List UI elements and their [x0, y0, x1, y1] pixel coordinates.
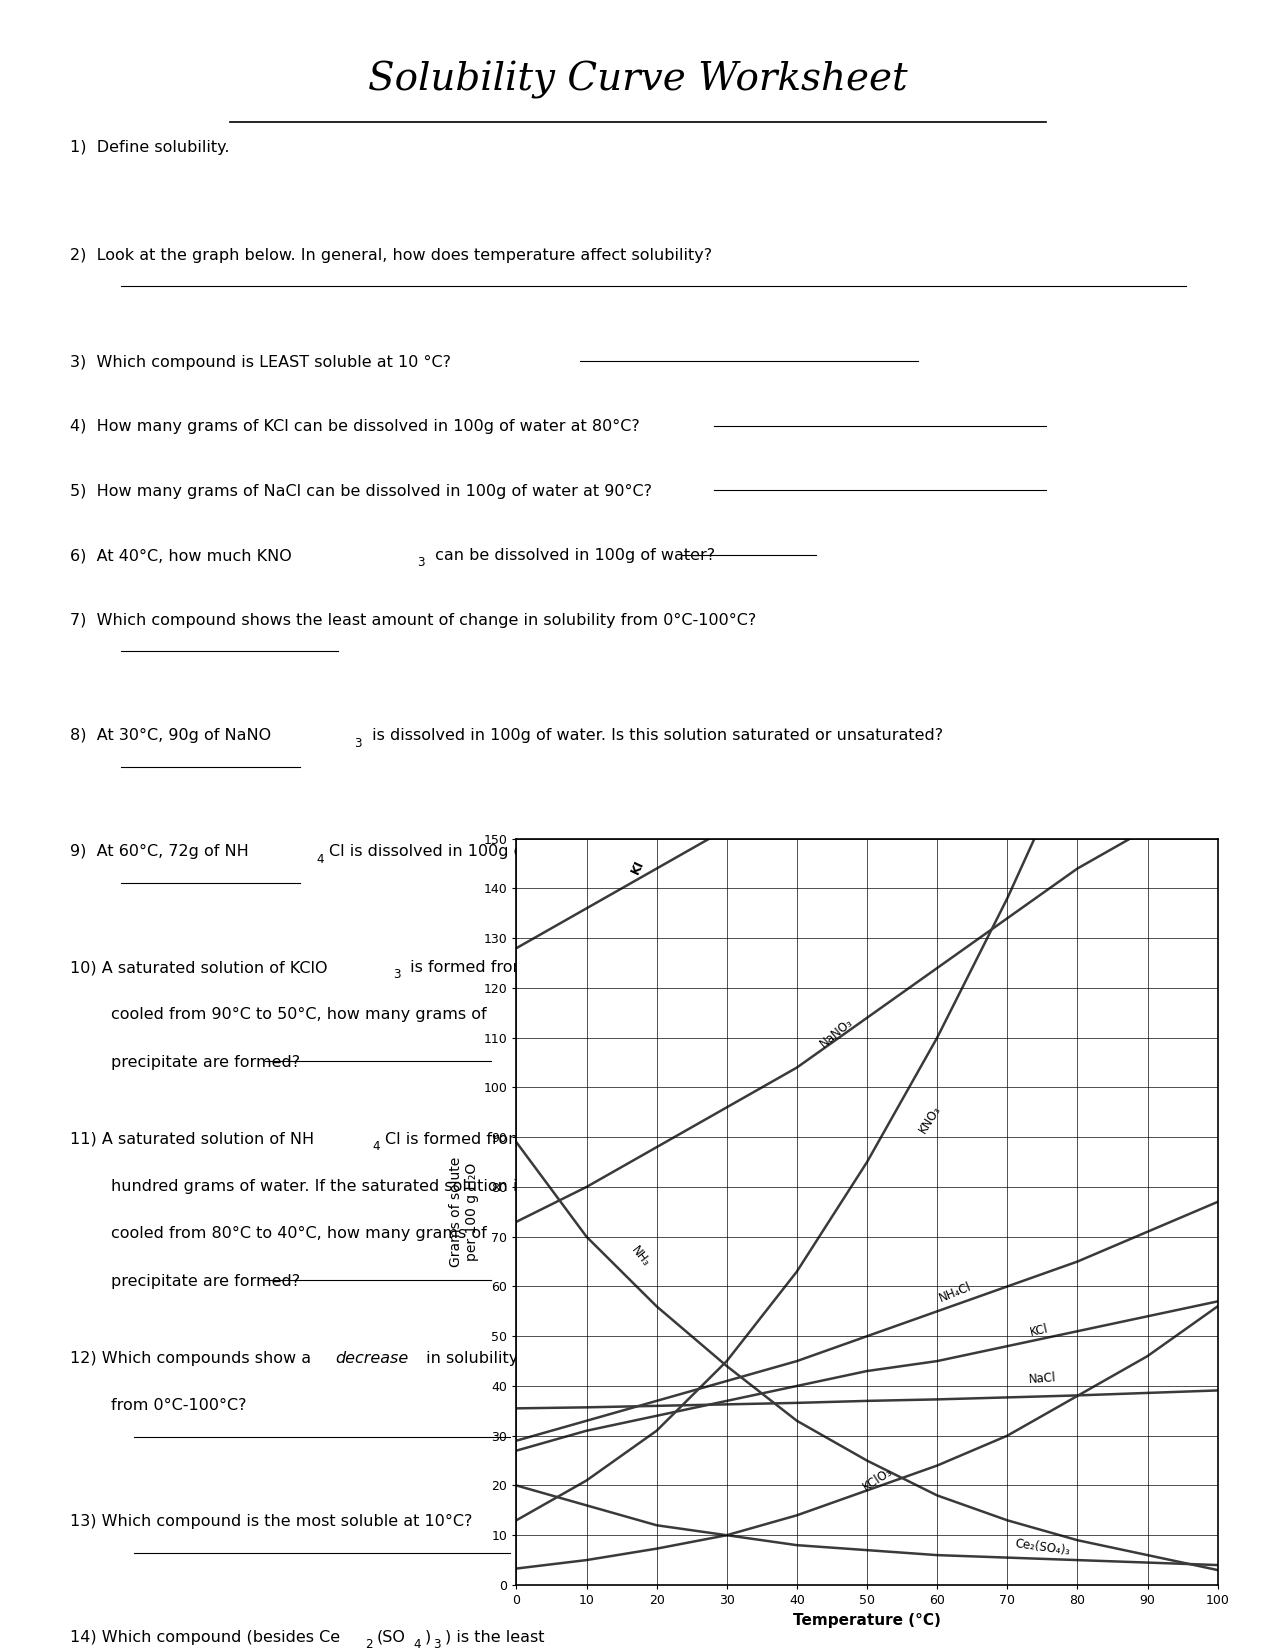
Text: 9)  At 60°C, 72g of NH: 9) At 60°C, 72g of NH	[70, 844, 249, 859]
Text: 13) Which compound is the most soluble at 10°C?: 13) Which compound is the most soluble a…	[70, 1514, 473, 1529]
Text: 1)  Define solubility.: 1) Define solubility.	[70, 140, 230, 155]
Text: 10) A saturated solution of KClO: 10) A saturated solution of KClO	[70, 961, 328, 976]
Text: cooled from 90°C to 50°C, how many grams of: cooled from 90°C to 50°C, how many grams…	[111, 1007, 487, 1022]
Text: Ce₂(SO₄)₃: Ce₂(SO₄)₃	[1015, 1537, 1071, 1559]
Text: Cl is dissolved in 100g of water. Is this solution saturated or unsaturated?: Cl is dissolved in 100g of water. Is thi…	[329, 844, 921, 859]
Text: 12) Which compounds show a: 12) Which compounds show a	[70, 1351, 316, 1365]
Text: 4)  How many grams of KCl can be dissolved in 100g of water at 80°C?: 4) How many grams of KCl can be dissolve…	[70, 419, 650, 434]
Text: 6)  At 40°C, how much KNO: 6) At 40°C, how much KNO	[70, 548, 292, 563]
Text: 5)  How many grams of NaCl can be dissolved in 100g of water at 90°C?: 5) How many grams of NaCl can be dissolv…	[70, 484, 663, 499]
Text: Solubility Curve Worksheet: Solubility Curve Worksheet	[367, 61, 908, 99]
Y-axis label: Grams of solute
per 100 g H₂O: Grams of solute per 100 g H₂O	[449, 1157, 479, 1266]
Text: Cl is formed from one: Cl is formed from one	[385, 1133, 558, 1147]
Text: hundred grams of water. If the saturated solution is: hundred grams of water. If the saturated…	[111, 1179, 525, 1194]
Text: is formed from one hundred grams of water. If the saturated solution is: is formed from one hundred grams of wate…	[405, 961, 983, 976]
Text: precipitate are formed?: precipitate are formed?	[111, 1055, 300, 1070]
Text: KI: KI	[629, 859, 646, 877]
Text: 11) A saturated solution of NH: 11) A saturated solution of NH	[70, 1133, 314, 1147]
Text: (SO: (SO	[376, 1630, 405, 1644]
Text: 3: 3	[434, 1638, 441, 1651]
Text: in solubility: in solubility	[421, 1351, 518, 1365]
Text: 3: 3	[354, 736, 362, 750]
Text: 3: 3	[393, 969, 400, 981]
Text: 2)  Look at the graph below. In general, how does temperature affect solubility?: 2) Look at the graph below. In general, …	[70, 248, 713, 263]
Text: 7)  Which compound shows the least amount of change in solubility from 0°C-100°C: 7) Which compound shows the least amount…	[70, 613, 756, 627]
Text: 8)  At 30°C, 90g of NaNO: 8) At 30°C, 90g of NaNO	[70, 728, 272, 743]
X-axis label: Temperature (°C): Temperature (°C)	[793, 1613, 941, 1628]
Text: 4: 4	[316, 852, 324, 865]
Text: NH₄Cl: NH₄Cl	[937, 1280, 973, 1304]
Text: precipitate are formed?: precipitate are formed?	[111, 1273, 300, 1288]
Text: NaNO₃: NaNO₃	[819, 1015, 856, 1050]
Text: KCl: KCl	[1028, 1322, 1049, 1339]
Text: 3)  Which compound is LEAST soluble at 10 °C?: 3) Which compound is LEAST soluble at 10…	[70, 355, 462, 370]
Text: 14) Which compound (besides Ce: 14) Which compound (besides Ce	[70, 1630, 340, 1644]
Text: 4: 4	[372, 1141, 380, 1152]
Text: cooled from 80°C to 40°C, how many grams of: cooled from 80°C to 40°C, how many grams…	[111, 1227, 487, 1242]
Text: 3: 3	[417, 556, 425, 570]
Text: ) is the least: ) is the least	[445, 1630, 544, 1644]
Text: KClO₃: KClO₃	[859, 1464, 895, 1494]
Text: 2: 2	[365, 1638, 372, 1651]
Text: from 0°C-100°C?: from 0°C-100°C?	[111, 1398, 246, 1413]
Text: is dissolved in 100g of water. Is this solution saturated or unsaturated?: is dissolved in 100g of water. Is this s…	[367, 728, 944, 743]
Text: KNO₃: KNO₃	[915, 1103, 944, 1136]
Text: NH₃: NH₃	[629, 1243, 653, 1270]
Text: NaCl: NaCl	[1028, 1372, 1057, 1387]
Text: 4: 4	[413, 1638, 421, 1651]
Text: ): )	[425, 1630, 431, 1644]
Text: decrease: decrease	[335, 1351, 408, 1365]
Text: can be dissolved in 100g of water?: can be dissolved in 100g of water?	[430, 548, 725, 563]
